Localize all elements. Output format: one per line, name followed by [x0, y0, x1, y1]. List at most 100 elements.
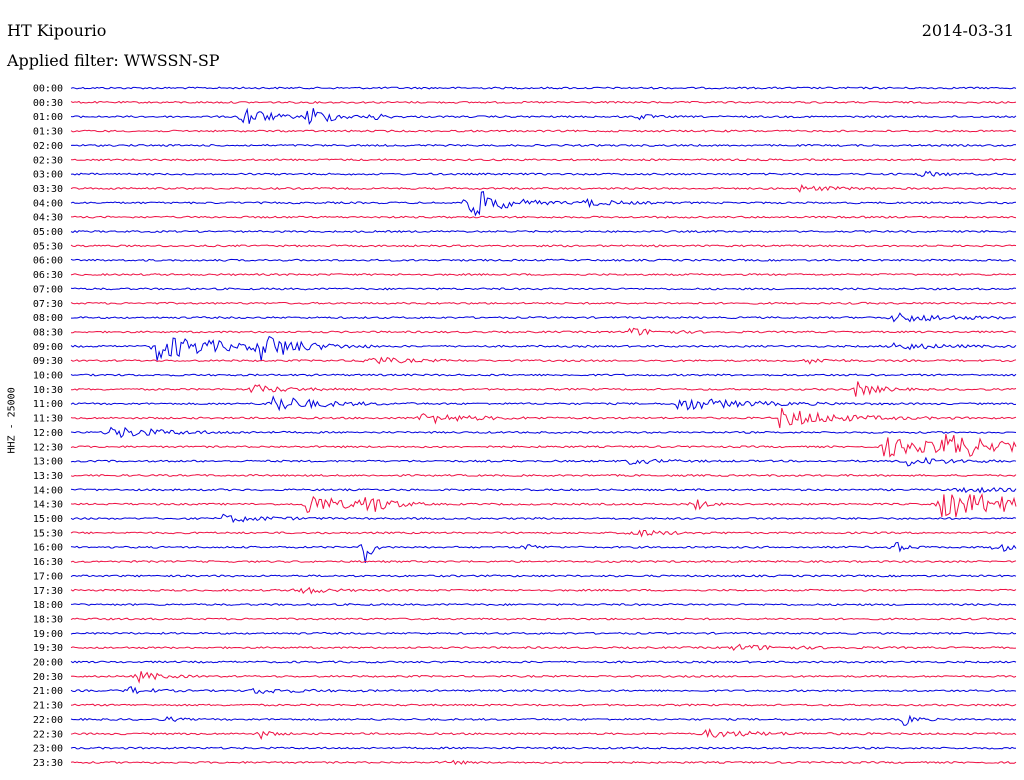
row-label-1730: 17:30	[33, 586, 63, 597]
trace-1100	[70, 395, 1017, 412]
row-label-0130: 01:30	[33, 127, 63, 138]
trace-1800	[70, 603, 1017, 607]
row-label-0730: 07:30	[33, 299, 63, 310]
trace-1730	[70, 586, 1017, 595]
trace-1230	[70, 434, 1017, 458]
date-label: 2014-03-31	[921, 21, 1014, 40]
trace-1400	[70, 486, 1017, 494]
row-label-1630: 16:30	[33, 557, 63, 568]
row-label-0500: 05:00	[33, 227, 63, 238]
row-label-0000: 00:00	[33, 84, 63, 95]
row-label-0030: 00:30	[33, 98, 63, 109]
row-label-0800: 08:00	[33, 313, 63, 324]
row-label-1830: 18:30	[33, 614, 63, 625]
trace-0330	[70, 184, 1017, 193]
station-title: HT Kipourio	[7, 21, 107, 40]
row-label-1330: 13:30	[33, 471, 63, 482]
trace-0030	[70, 100, 1017, 104]
row-label-2130: 21:30	[33, 701, 63, 712]
trace-0500	[70, 229, 1017, 234]
row-label-1800: 18:00	[33, 600, 63, 611]
row-label-0400: 04:00	[33, 198, 63, 209]
row-label-2230: 22:30	[33, 729, 63, 740]
trace-1900	[70, 631, 1017, 635]
filter-label: Applied filter: WWSSN-SP	[7, 51, 220, 70]
row-label-1230: 12:30	[33, 442, 63, 453]
trace-0200	[70, 143, 1017, 147]
trace-0600	[70, 258, 1016, 262]
trace-1300	[70, 456, 1017, 467]
row-label-1500: 15:00	[33, 514, 63, 525]
trace-1530	[70, 529, 1017, 538]
trace-1200	[70, 426, 1017, 439]
row-label-0200: 02:00	[33, 141, 63, 152]
row-label-0830: 08:30	[33, 327, 63, 338]
trace-1500	[70, 513, 1017, 524]
trace-0130	[70, 129, 1017, 133]
row-label-2030: 20:30	[33, 672, 63, 683]
trace-2300	[70, 746, 1016, 750]
trace-0000	[70, 86, 1017, 90]
trace-0430	[71, 215, 1017, 219]
trace-1030	[70, 381, 1017, 397]
row-label-0300: 03:00	[33, 170, 63, 181]
trace-0630	[70, 273, 1017, 277]
row-label-0630: 06:30	[33, 270, 63, 281]
trace-2330	[70, 759, 1017, 766]
trace-2030	[70, 671, 1017, 684]
row-label-1430: 14:30	[33, 500, 63, 511]
trace-2000	[70, 660, 1017, 664]
row-label-1700: 17:00	[33, 571, 63, 582]
trace-0300	[70, 170, 1017, 178]
trace-1600	[70, 541, 1017, 563]
row-label-1030: 10:30	[33, 385, 63, 396]
row-label-2100: 21:00	[33, 686, 63, 697]
row-label-1600: 16:00	[33, 543, 63, 554]
traces	[70, 86, 1017, 766]
trace-1830	[70, 617, 1017, 621]
row-label-1000: 10:00	[33, 371, 63, 382]
row-label-2000: 20:00	[33, 658, 63, 669]
row-label-0600: 06:00	[33, 256, 63, 267]
row-label-1130: 11:30	[33, 414, 63, 425]
row-label-0430: 04:30	[33, 213, 63, 224]
trace-1930	[70, 643, 1017, 651]
row-label-0330: 03:30	[33, 184, 63, 195]
row-label-1530: 15:30	[33, 528, 63, 539]
row-label-1100: 11:00	[33, 399, 63, 410]
row-label-1900: 19:00	[33, 629, 63, 640]
trace-0230	[70, 158, 1017, 162]
row-label-0700: 07:00	[33, 284, 63, 295]
row-label-0900: 09:00	[33, 342, 63, 353]
row-label-1200: 12:00	[33, 428, 63, 439]
row-label-0530: 05:30	[33, 241, 63, 252]
row-label-2300: 23:00	[33, 744, 63, 755]
row-label-2200: 22:00	[33, 715, 63, 726]
trace-0100	[70, 107, 1017, 126]
trace-0930	[70, 356, 1017, 365]
trace-2130	[70, 703, 1017, 707]
trace-2100	[70, 686, 1017, 695]
trace-0700	[70, 287, 1017, 291]
trace-1000	[70, 373, 1017, 377]
trace-0530	[70, 244, 1017, 248]
row-label-2330: 23:30	[33, 758, 63, 769]
row-label-0100: 01:00	[33, 112, 63, 123]
trace-1430	[70, 493, 1017, 518]
row-labels: 00:00 00:30 01:00 01:30 02:00 02:30 03:00 03:30…	[33, 84, 63, 769]
trace-1330	[70, 473, 1017, 477]
row-label-0230: 02:30	[33, 155, 63, 166]
trace-0730	[70, 301, 1017, 305]
trace-0830	[71, 327, 1017, 336]
trace-0400	[70, 190, 1017, 217]
trace-0800	[71, 312, 1017, 323]
trace-1700	[70, 574, 1017, 578]
row-label-0930: 09:30	[33, 356, 63, 367]
trace-1130	[70, 407, 1017, 429]
trace-0900	[70, 335, 1017, 362]
trace-2200	[70, 714, 1017, 726]
row-label-1300: 13:00	[33, 457, 63, 468]
trace-1630	[70, 560, 1017, 564]
row-label-1400: 14:00	[33, 485, 63, 496]
